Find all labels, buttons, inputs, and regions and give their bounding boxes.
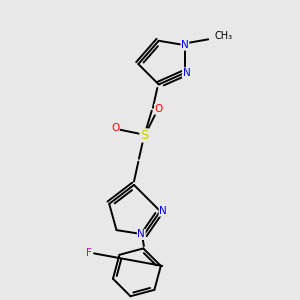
Text: N: N [159,206,167,216]
Text: CH₃: CH₃ [215,32,233,41]
Text: N: N [182,68,190,78]
Text: N: N [137,230,145,239]
Text: O: O [111,123,119,133]
Text: S: S [140,129,148,142]
Text: O: O [154,104,163,114]
Text: N: N [181,40,189,50]
Text: F: F [86,248,92,258]
